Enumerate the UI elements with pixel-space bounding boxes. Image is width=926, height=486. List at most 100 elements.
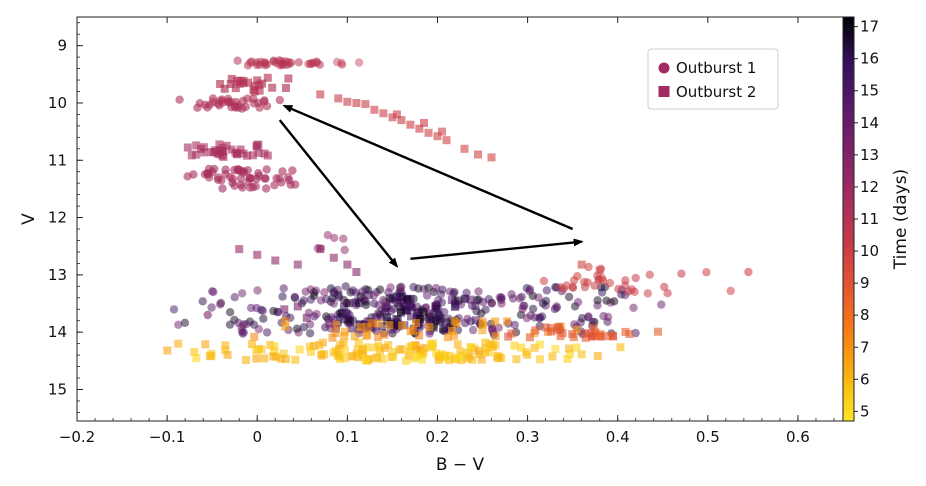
legend-marker-outburst-1 <box>658 62 670 74</box>
outburst-2-point <box>510 341 519 350</box>
outburst-2-point <box>402 356 411 365</box>
colorbar-tick-label: 5 <box>860 402 870 420</box>
outburst-2-point <box>595 266 604 275</box>
outburst-2-point <box>258 79 267 88</box>
outburst-1-point <box>515 294 524 303</box>
outburst-1-point <box>275 95 284 105</box>
outburst-2-point <box>354 338 363 347</box>
outburst-1-point <box>603 312 613 322</box>
outburst-1-point <box>279 284 288 293</box>
y-tick-label: 14 <box>48 323 67 341</box>
outburst-1-point <box>610 297 619 306</box>
outburst-1-point <box>569 276 579 285</box>
outburst-2-point <box>581 329 590 338</box>
outburst-1-point <box>218 184 227 193</box>
outburst-2-point <box>426 340 435 349</box>
outburst-1-point <box>233 56 242 65</box>
outburst-1-point <box>645 270 654 279</box>
outburst-2-point <box>451 301 460 310</box>
outburst-2-point <box>460 294 469 303</box>
outburst-2-point <box>382 302 391 311</box>
outburst-1-point <box>209 97 218 107</box>
outburst-2-point <box>260 354 269 363</box>
outburst-2-point <box>374 333 383 342</box>
outburst-2-point <box>616 343 625 352</box>
outburst-2-point <box>227 74 236 83</box>
outburst-1-point <box>631 328 640 338</box>
outburst-1-point <box>341 282 350 291</box>
outburst-2-point <box>577 350 586 359</box>
outburst-1-point <box>605 278 615 288</box>
outburst-2-point <box>363 323 372 331</box>
outburst-2-point <box>192 141 201 150</box>
outburst-2-point <box>236 145 245 154</box>
outburst-1-point <box>438 285 447 294</box>
outburst-1-point <box>310 288 319 297</box>
outburst-2-point <box>403 306 412 315</box>
outburst-2-point <box>503 317 512 326</box>
outburst-2-point <box>463 354 472 363</box>
outburst-1-point <box>260 58 269 67</box>
outburst-2-point <box>481 348 490 357</box>
outburst-1-point <box>269 306 278 316</box>
outburst-1-point <box>590 281 599 290</box>
outburst-2-point <box>407 341 416 350</box>
outburst-1-point <box>240 167 249 176</box>
outburst-1-point <box>519 301 528 311</box>
x-tick-label: 0.3 <box>516 428 540 446</box>
outburst-1-point <box>528 304 538 314</box>
colorbar-tick-label: 7 <box>860 338 870 356</box>
outburst-2-point <box>581 333 590 342</box>
outburst-1-point <box>584 312 593 321</box>
colorbar-tick-label: 8 <box>860 306 870 324</box>
outburst-2-point <box>361 355 370 364</box>
outburst-1-point <box>228 178 237 187</box>
outburst-2-point <box>334 352 343 361</box>
legend-marker-outburst-2 <box>658 86 670 97</box>
outburst-2-point <box>271 256 280 265</box>
outburst-2-point <box>551 345 560 353</box>
outburst-2-point <box>450 317 459 326</box>
outburst-1-point <box>251 182 260 191</box>
outburst-2-point <box>227 145 236 154</box>
outburst-2-point <box>252 142 261 151</box>
outburst-2-point <box>556 332 565 341</box>
outburst-2-point <box>439 325 448 334</box>
outburst-2-point <box>385 321 394 330</box>
outburst-2-point <box>266 340 275 349</box>
outburst-2-point <box>568 330 577 339</box>
outburst-2-point <box>291 355 300 364</box>
outburst-2-point <box>504 332 513 341</box>
outburst-2-point <box>276 354 285 363</box>
colorbar: 5 6 7 8 9 10 11 12 13 14 15 16 17 Time (days) <box>842 16 911 422</box>
colorbar-gradient <box>842 16 855 422</box>
outburst-2-point <box>419 308 428 317</box>
colorbar-ticks: 5 6 7 8 9 10 11 12 13 14 15 16 17 <box>854 18 879 420</box>
outburst-1-point <box>624 287 633 296</box>
outburst-2-point <box>445 356 454 365</box>
outburst-2-point <box>474 150 482 159</box>
outburst-1-point <box>424 283 433 293</box>
outburst-2-point <box>371 343 380 352</box>
outburst-2-point <box>309 342 318 350</box>
outburst-1-point <box>282 60 291 70</box>
outburst-1-point <box>254 169 263 178</box>
arrow-3 <box>282 104 574 231</box>
outburst-2-point <box>413 345 422 354</box>
outburst-1-point <box>474 287 483 296</box>
colorbar-tick-label: 11 <box>860 210 879 228</box>
outburst-2-point <box>305 342 314 351</box>
outburst-2-point <box>334 291 343 300</box>
outburst-1-point <box>463 314 472 324</box>
outburst-2-point <box>449 331 458 340</box>
outburst-1-point <box>285 175 294 185</box>
outburst-2-point <box>593 351 602 360</box>
outburst-1-point <box>204 173 214 182</box>
outburst-2-point <box>453 340 462 349</box>
outburst-2-point <box>282 355 290 364</box>
outburst-2-point <box>412 319 420 327</box>
outburst-1-point <box>254 98 263 108</box>
outburst-1-point <box>726 286 735 296</box>
outburst-2-point <box>331 320 340 329</box>
y-tick-label: 11 <box>48 151 67 169</box>
